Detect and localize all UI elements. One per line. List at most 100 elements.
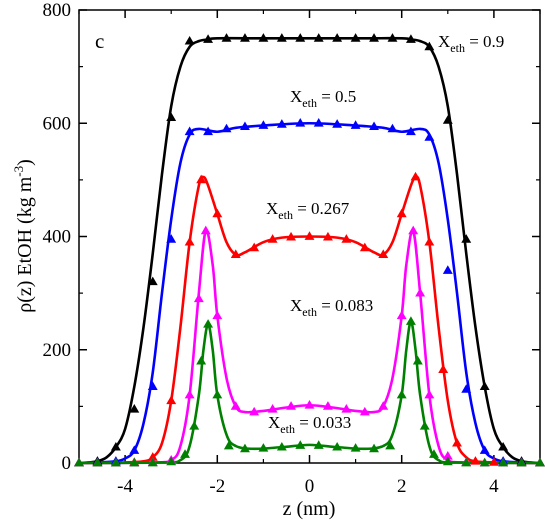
series-marker-2	[341, 234, 352, 243]
series-marker-4	[223, 440, 234, 450]
series-marker-4	[369, 443, 379, 453]
series-marker-3	[249, 406, 260, 416]
series-marker-2	[438, 364, 449, 373]
series-marker-4	[412, 355, 423, 365]
y-tick-label: 600	[43, 113, 72, 134]
y-tick-label: 200	[43, 340, 72, 361]
series-marker-4	[74, 457, 84, 467]
series-marker-2	[249, 242, 260, 252]
series-label-0.9: Xeth = 0.9	[438, 32, 504, 55]
series-marker-0	[110, 441, 121, 451]
series-marker-3	[359, 406, 370, 416]
series-marker-2	[452, 437, 462, 447]
x-tick-label: -2	[209, 476, 225, 497]
series-marker-1	[295, 118, 306, 127]
series-label-0.5: Xeth = 0.5	[290, 87, 356, 110]
series-marker-4	[110, 457, 121, 467]
series-marker-2	[230, 249, 241, 258]
series-marker-2	[470, 456, 481, 465]
series-marker-1	[350, 120, 361, 129]
y-tick-label: 800	[43, 0, 72, 21]
series-marker-1	[479, 445, 490, 454]
series-line-1	[78, 121, 541, 465]
series-marker-4	[405, 316, 416, 325]
series-marker-1	[387, 123, 398, 133]
series-marker-4	[166, 456, 177, 466]
series-marker-4	[180, 449, 190, 458]
series-marker-1	[461, 384, 472, 393]
series-marker-0	[276, 33, 287, 42]
series-marker-0	[424, 41, 435, 51]
series-marker-3	[200, 225, 211, 235]
series-marker-2	[212, 208, 223, 218]
y-tick-label: 0	[62, 453, 72, 474]
series-marker-2	[147, 452, 158, 461]
series-marker-0	[461, 234, 472, 243]
series-marker-1	[203, 126, 214, 136]
x-tick-label: 0	[305, 476, 315, 497]
series-marker-1	[184, 126, 195, 136]
series-marker-2	[488, 457, 499, 466]
series-marker-3	[408, 225, 419, 235]
series-marker-1	[405, 126, 416, 136]
panel-letter: c	[95, 29, 104, 53]
series-marker-3	[424, 389, 435, 399]
series-marker-3	[378, 401, 389, 410]
series-marker-4	[461, 457, 472, 467]
series-marker-3	[415, 287, 426, 297]
series-marker-1	[147, 381, 158, 390]
series-marker-3	[323, 401, 333, 410]
series-marker-1	[240, 121, 250, 131]
x-axis-title: z (nm)	[283, 498, 336, 520]
series-marker-3	[193, 293, 204, 303]
series-marker-4	[189, 420, 200, 430]
series-marker-4	[479, 457, 490, 467]
series-marker-2	[359, 242, 370, 252]
series-marker-2	[286, 231, 296, 241]
y-tick-label: 400	[43, 227, 72, 248]
series-marker-0	[350, 33, 361, 42]
series-marker-0	[147, 276, 158, 286]
series-marker-2	[184, 236, 195, 246]
series-marker-0	[258, 33, 269, 42]
series-marker-0	[221, 33, 232, 42]
series-marker-2	[396, 208, 407, 218]
series-marker-4	[147, 457, 158, 467]
series-marker-2	[323, 231, 333, 241]
series-marker-4	[498, 457, 509, 467]
series-marker-4	[295, 440, 306, 449]
series-marker-2	[410, 171, 421, 181]
series-marker-4	[258, 443, 269, 452]
x-tick-label: 4	[489, 476, 499, 497]
series-label-0.267: Xeth = 0.267	[266, 199, 350, 222]
series-marker-4	[332, 441, 343, 451]
series-marker-4	[535, 457, 545, 467]
series-markers	[74, 33, 545, 467]
series-marker-3	[286, 401, 296, 410]
series-marker-4	[429, 449, 439, 458]
series-marker-3	[184, 389, 195, 399]
series-marker-0	[129, 404, 140, 413]
series-marker-4	[442, 456, 453, 466]
series-marker-1	[221, 123, 232, 133]
series-marker-0	[405, 34, 416, 43]
series-marker-4	[313, 440, 324, 449]
series-marker-4	[516, 457, 527, 467]
series-marker-4	[385, 440, 396, 450]
series-marker-2	[267, 234, 278, 243]
y-axis-title: ρ(z) EtOH (kg m-3)	[11, 159, 36, 313]
series-marker-0	[295, 33, 306, 42]
series-marker-3	[267, 404, 278, 413]
series-marker-2	[196, 174, 207, 184]
series-marker-2	[378, 249, 389, 258]
series-marker-1	[424, 132, 435, 141]
series-marker-1	[369, 121, 379, 131]
series-marker-4	[276, 441, 287, 451]
series-marker-1	[313, 118, 324, 127]
series-label-0.033: Xeth = 0.033	[268, 413, 351, 436]
series-marker-0	[387, 33, 398, 42]
series-marker-3	[304, 400, 315, 409]
series-marker-4	[92, 457, 103, 467]
series-marker-3	[341, 404, 352, 413]
